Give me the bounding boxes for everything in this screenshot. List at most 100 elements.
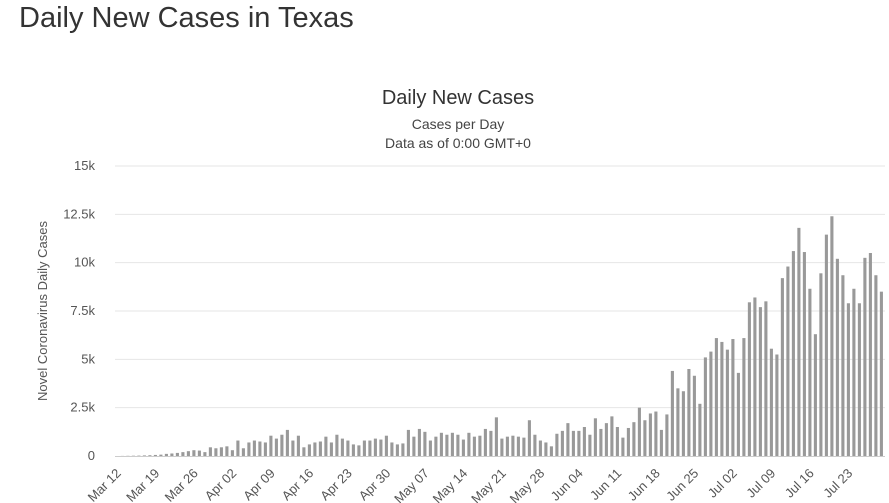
- bar: [505, 436, 509, 456]
- bar: [148, 455, 152, 456]
- x-tick-label: Jul 23: [820, 466, 855, 501]
- bar: [175, 452, 179, 456]
- y-tick-label: 12.5k: [63, 206, 95, 221]
- chart-subtitle-1: Cases per Day: [412, 116, 505, 132]
- bar: [208, 447, 212, 456]
- bar: [560, 430, 564, 456]
- bar: [813, 334, 817, 456]
- bar: [269, 435, 273, 456]
- bar: [852, 288, 856, 456]
- bar: [659, 429, 663, 456]
- x-tick-label: Jun 18: [625, 466, 663, 503]
- bar: [439, 432, 443, 456]
- bar: [648, 413, 652, 456]
- bar: [863, 257, 867, 456]
- bar: [687, 369, 691, 456]
- bar: [170, 453, 174, 456]
- bar: [225, 446, 229, 456]
- bar: [384, 435, 388, 456]
- bar: [329, 442, 333, 456]
- bar: [654, 411, 658, 456]
- bar: [588, 434, 592, 456]
- bar: [511, 435, 515, 456]
- bar: [786, 266, 790, 456]
- bar: [698, 403, 702, 456]
- bar: [412, 436, 416, 456]
- bar: [280, 434, 284, 456]
- bar: [417, 428, 421, 456]
- bar: [489, 430, 493, 456]
- bar: [247, 442, 251, 456]
- bar: [599, 428, 603, 456]
- bar: [753, 297, 757, 456]
- bar: [604, 423, 608, 456]
- bar: [214, 448, 218, 456]
- bar: [357, 445, 361, 456]
- bar: [841, 275, 845, 456]
- bar: [434, 436, 438, 456]
- bar: [868, 253, 872, 456]
- bar: [197, 450, 201, 456]
- bar: [780, 278, 784, 456]
- bar: [637, 407, 641, 456]
- bar: [263, 442, 267, 456]
- x-tick-label: Apr 02: [202, 466, 240, 503]
- bar: [808, 288, 812, 456]
- bar: [307, 444, 311, 456]
- bar: [615, 427, 619, 456]
- bar: [236, 440, 240, 456]
- chart-title: Daily New Cases: [382, 87, 534, 109]
- bar: [879, 291, 883, 456]
- bar: [428, 440, 432, 456]
- bar: [758, 307, 762, 456]
- x-axis-tick-labels: Mar 12 Mar 19 Mar 26 Apr 02 Apr 09 Apr 16 Apr …: [85, 466, 856, 503]
- bar: [769, 348, 773, 456]
- y-axis-tick-labels: 0 2.5k 5k 7.5k 10k 12.5k 15k: [63, 158, 95, 463]
- x-tick-label: Apr 30: [356, 466, 394, 503]
- bar: [665, 414, 669, 456]
- bar: [626, 427, 630, 456]
- bar: [274, 438, 278, 456]
- x-tick-label: Mar 26: [162, 466, 201, 503]
- bar: [362, 440, 366, 456]
- bar: [835, 258, 839, 456]
- bar: [313, 442, 317, 456]
- bar: [472, 436, 476, 456]
- bar: [324, 436, 328, 456]
- bar: [632, 422, 636, 456]
- page-title: Daily New Cases in Texas: [19, 2, 354, 34]
- y-tick-label: 15k: [74, 158, 95, 173]
- bar: [219, 447, 223, 456]
- bar: [775, 354, 779, 456]
- bar: [346, 440, 350, 456]
- bar: [401, 443, 405, 456]
- bar: [621, 437, 625, 456]
- y-tick-label: 10k: [74, 255, 95, 270]
- bar: [714, 338, 718, 456]
- bar: [610, 416, 614, 456]
- bar: [544, 442, 548, 456]
- bar: [824, 234, 828, 456]
- bar: [373, 438, 377, 456]
- bar: [582, 427, 586, 456]
- bar: [670, 370, 674, 456]
- bar: [335, 434, 339, 456]
- bar: [153, 454, 157, 456]
- bar: [296, 435, 300, 456]
- bar: [830, 216, 834, 456]
- bar: [500, 438, 504, 456]
- x-tick-label: Jun 04: [548, 466, 586, 503]
- bar: [340, 438, 344, 456]
- x-tick-label: Mar 12: [85, 466, 124, 503]
- x-tick-label: Jun 11: [587, 466, 625, 503]
- x-tick-label: May 14: [430, 466, 471, 503]
- grid-lines: [115, 165, 885, 409]
- bar: [736, 372, 740, 456]
- bar: [181, 452, 185, 456]
- bar: [291, 440, 295, 456]
- x-tick-label: Jun 25: [663, 466, 701, 503]
- bar: [797, 227, 801, 456]
- bar: [445, 434, 449, 456]
- y-tick-label: 5k: [81, 351, 95, 366]
- bar: [241, 448, 245, 456]
